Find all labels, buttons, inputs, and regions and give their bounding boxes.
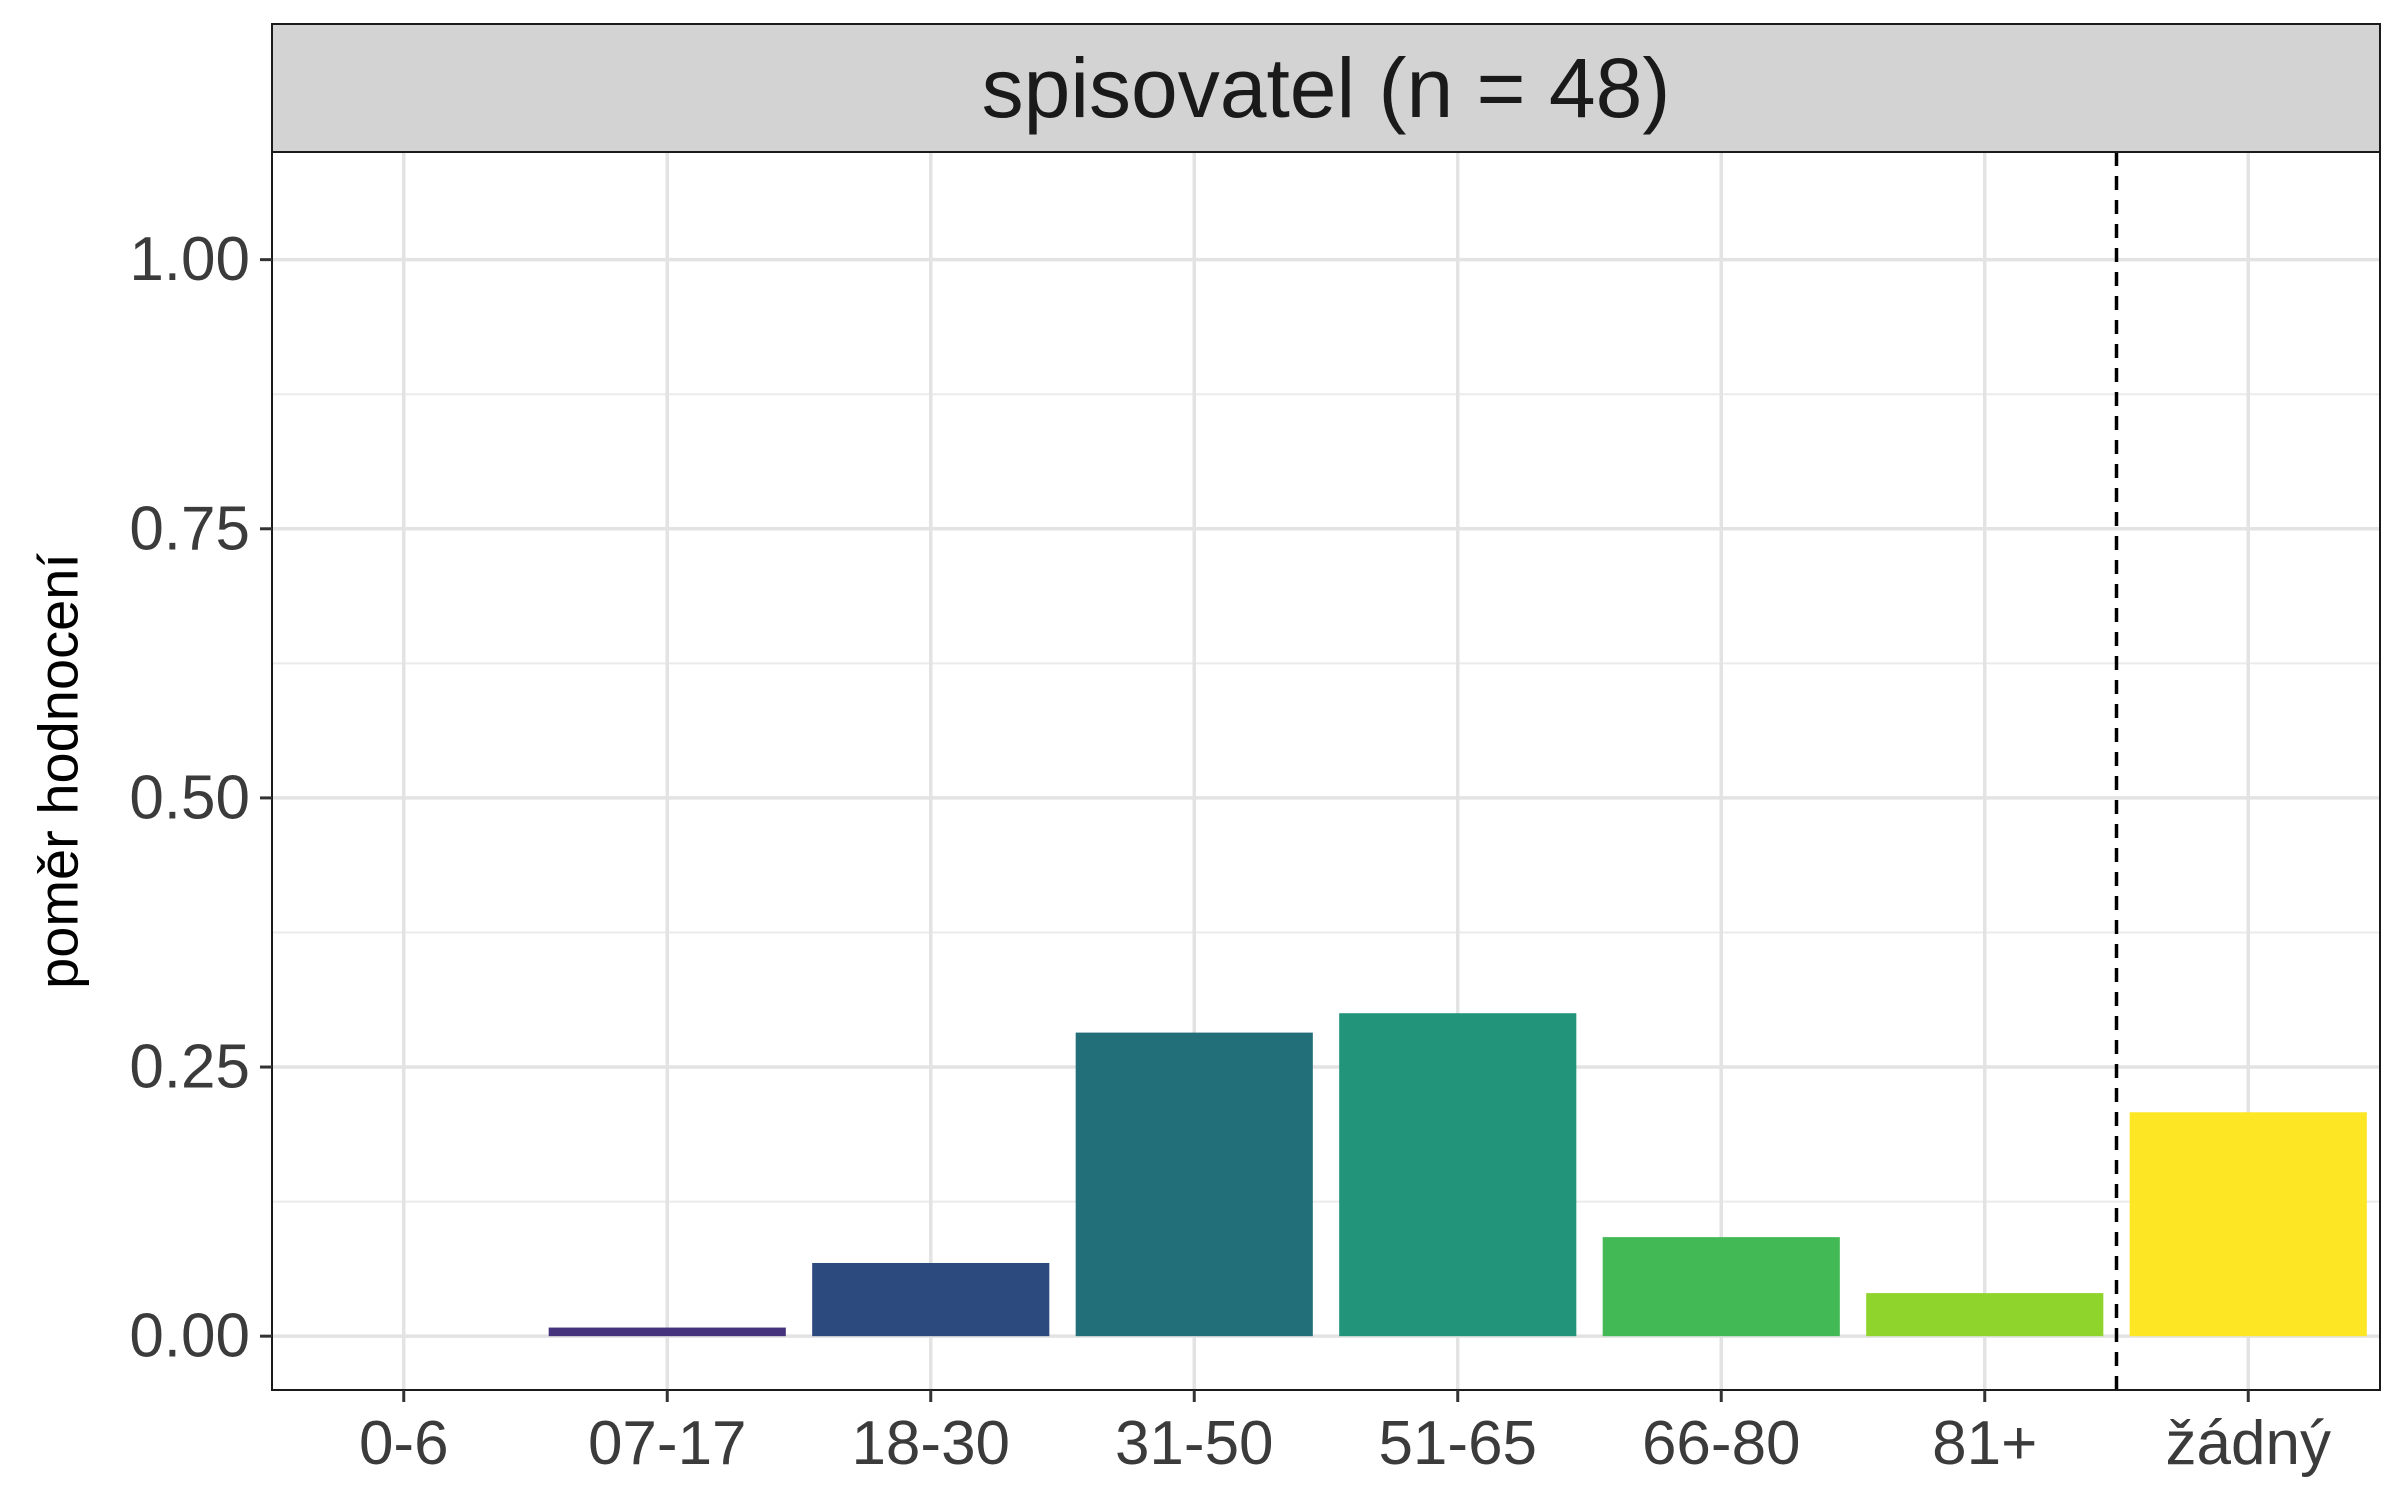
x-tick-label: 51-65 (1378, 1409, 1537, 1478)
bar-07-17 (548, 1327, 786, 1337)
x-tick-label: 18-30 (851, 1409, 1010, 1478)
y-axis: 0.00 0.25 0.50 0.75 1.00 (129, 225, 272, 1371)
bar-31-50 (1075, 1032, 1313, 1337)
y-tick-label: 1.00 (129, 225, 250, 294)
grid (272, 152, 2380, 1390)
bars (548, 1013, 2367, 1337)
x-tick-label: 66-80 (1642, 1409, 1801, 1478)
y-axis-title: poměr hodnocení (27, 553, 90, 989)
facet-strip-background (271, 23, 2381, 153)
bar-51-65 (1339, 1013, 1577, 1337)
y-tick-label: 0.75 (129, 494, 250, 563)
x-tick-label: 0-6 (359, 1409, 449, 1478)
x-tick-label: 81+ (1932, 1409, 2037, 1478)
x-tick-label: 31-50 (1115, 1409, 1274, 1478)
x-tick-label: žádný (2166, 1409, 2331, 1478)
bar-žádný (2129, 1112, 2367, 1337)
facet-title: spisovatel (n = 48) (982, 41, 1671, 135)
y-tick-label: 0.25 (129, 1033, 250, 1102)
x-tick-label: 07-17 (588, 1409, 747, 1478)
bar-66-80 (1602, 1237, 1840, 1337)
panel-border (271, 151, 2381, 1391)
bar-81+ (1866, 1293, 2104, 1337)
x-axis: 0-6 07-17 18-30 31-50 51-65 66-80 81+ žádný (359, 1390, 2331, 1478)
y-tick-label: 0.00 (129, 1302, 250, 1371)
facet-strip: spisovatel (n = 48) (271, 23, 2381, 153)
y-tick-label: 0.50 (129, 763, 250, 832)
bar-18-30 (812, 1262, 1050, 1337)
